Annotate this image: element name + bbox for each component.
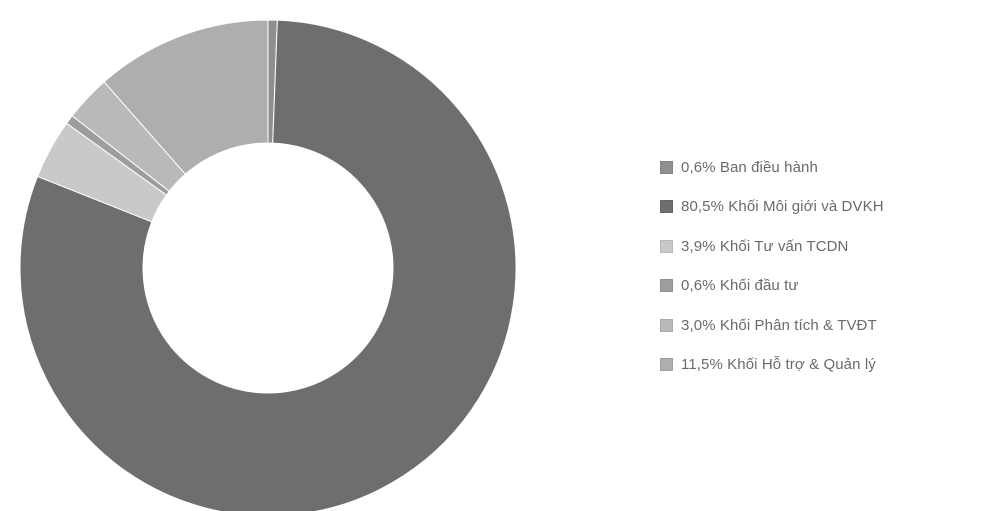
donut-slice <box>19 19 517 511</box>
donut-slice <box>103 19 269 175</box>
legend-label: 0,6% Ban điều hành <box>681 158 818 176</box>
legend-item: 0,6% Khối đầu tư <box>660 275 1000 297</box>
legend: 0,6% Ban điều hành 80,5% Khối Môi giới v… <box>660 156 1000 394</box>
legend-item: 80,5% Khối Môi giới và DVKH <box>660 196 1000 218</box>
legend-item: 11,5% Khối Hỗ trợ & Quản lý <box>660 354 1000 376</box>
legend-swatch <box>660 279 673 293</box>
legend-swatch <box>660 239 673 253</box>
slices-group <box>19 19 517 511</box>
legend-label: 0,6% Khối đầu tư <box>681 277 799 295</box>
legend-item: 3,9% Khối Tư vấn TCDN <box>660 235 1000 257</box>
legend-swatch <box>660 358 673 372</box>
legend-swatch <box>660 200 673 214</box>
legend-label: 3,9% Khối Tư vấn TCDN <box>681 237 849 255</box>
legend-swatch <box>660 160 673 174</box>
legend-label: 11,5% Khối Hỗ trợ & Quản lý <box>681 356 876 374</box>
legend-item: 0,6% Ban điều hành <box>660 156 1000 178</box>
legend-item: 3,0% Khối Phân tích & TVĐT <box>660 314 1000 336</box>
legend-label: 3,0% Khối Phân tích & TVĐT <box>681 316 877 334</box>
legend-label: 80,5% Khối Môi giới và DVKH <box>681 198 884 216</box>
legend-swatch <box>660 318 673 332</box>
donut-chart <box>19 19 517 511</box>
